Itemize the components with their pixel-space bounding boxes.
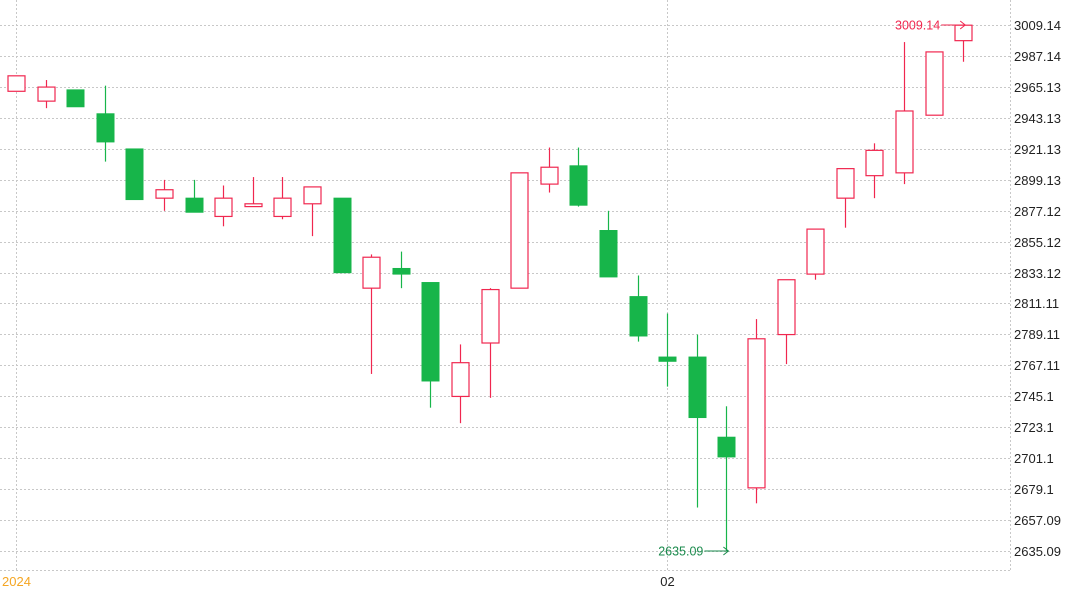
- x-tick-label: 2024: [2, 574, 31, 589]
- candle-body-up: [954, 24, 973, 42]
- annotation-arrow-head: [723, 546, 730, 556]
- annotation-arrow-head: [959, 20, 967, 30]
- candle: [777, 279, 796, 365]
- candle-body-up: [747, 338, 766, 489]
- candle: [362, 254, 381, 374]
- candle-body-down: [66, 89, 85, 108]
- candle-body-up: [540, 166, 559, 185]
- candle-body-down: [717, 436, 736, 458]
- candle: [451, 344, 470, 424]
- candle: [865, 143, 884, 199]
- y-tick-label: 2855.12: [1014, 235, 1061, 250]
- candle: [155, 179, 174, 211]
- candle: [895, 42, 914, 185]
- candle: [540, 147, 559, 193]
- grid-layer: [0, 0, 1011, 571]
- candle-body-down: [569, 165, 588, 206]
- y-tick-label: 2987.14: [1014, 49, 1061, 64]
- annotation-layer: 3009.14 2635.09: [658, 19, 967, 559]
- candle: [66, 89, 85, 108]
- y-axis: 3009.14 2987.14 2965.13 2943.13 2921.13 2899.…: [1014, 18, 1061, 559]
- candle-body-up: [244, 203, 263, 208]
- candle: [7, 75, 26, 92]
- candle: [303, 186, 322, 237]
- candle: [658, 313, 677, 387]
- candle: [925, 51, 944, 116]
- y-tick-label: 2701.1: [1014, 451, 1054, 466]
- candle-body-up: [865, 149, 884, 177]
- candle: [629, 275, 648, 342]
- candle: [569, 147, 588, 207]
- candle: [421, 282, 440, 408]
- y-tick-label: 2635.09: [1014, 544, 1061, 559]
- y-tick-label: 2745.1: [1014, 389, 1054, 404]
- candle-body-down: [421, 282, 440, 382]
- candle: [273, 177, 292, 220]
- candle-body-up: [510, 172, 529, 289]
- candle-body-up: [214, 197, 233, 218]
- candle: [185, 179, 204, 213]
- y-tick-label: 2657.09: [1014, 513, 1061, 528]
- candle: [717, 406, 736, 552]
- extreme-annotation: 3009.14: [895, 19, 967, 33]
- y-tick-label: 2965.13: [1014, 80, 1061, 95]
- x-axis: 2024 02: [2, 574, 675, 589]
- candle: [333, 197, 352, 274]
- y-tick-label: 2811.11: [1014, 296, 1059, 311]
- candle-body-up: [362, 256, 381, 289]
- y-tick-label: 2679.1: [1014, 482, 1054, 497]
- candle: [510, 172, 529, 289]
- candle: [806, 228, 825, 280]
- candle-body-down: [688, 356, 707, 419]
- candle-body-up: [303, 186, 322, 205]
- extreme-annotation: 2635.09: [658, 545, 730, 559]
- candle-body-down: [96, 113, 115, 143]
- candle: [688, 334, 707, 508]
- y-tick-label: 2943.13: [1014, 111, 1061, 126]
- y-tick-label: 2833.12: [1014, 266, 1061, 281]
- candle: [214, 185, 233, 227]
- candle-body-up: [806, 228, 825, 275]
- candle: [96, 85, 115, 162]
- candle-body-up: [451, 362, 470, 398]
- candle-body-down: [125, 148, 144, 201]
- candle-body-up: [155, 189, 174, 199]
- candle-body-up: [273, 197, 292, 218]
- candle-body-up: [7, 75, 26, 92]
- candle-body-down: [658, 356, 677, 362]
- candle: [392, 251, 411, 289]
- candle-body-up: [836, 168, 855, 199]
- annotation-label: 3009.14: [895, 19, 940, 33]
- candle-body-down: [392, 267, 411, 275]
- candle-body-up: [481, 288, 500, 344]
- candle-body-up: [37, 86, 56, 102]
- candle-body-down: [185, 197, 204, 213]
- candle-body-up: [777, 279, 796, 336]
- candle: [836, 168, 855, 228]
- candle: [244, 177, 263, 208]
- candle: [37, 80, 56, 109]
- y-tick-label: 2877.12: [1014, 204, 1061, 219]
- candle-body-down: [333, 197, 352, 274]
- y-tick-label: 2789.11: [1014, 327, 1060, 342]
- annotation-label: 2635.09: [658, 545, 703, 559]
- x-tick-label: 02: [660, 574, 674, 589]
- candle: [599, 210, 618, 278]
- candle-layer: [7, 24, 973, 552]
- y-tick-label: 2767.11: [1014, 358, 1060, 373]
- y-tick-label: 3009.14: [1014, 18, 1061, 33]
- candle: [747, 319, 766, 504]
- candle: [481, 288, 500, 398]
- candle: [125, 148, 144, 201]
- y-tick-label: 2921.13: [1014, 142, 1061, 157]
- candle-body-down: [599, 230, 618, 278]
- y-tick-label: 2723.1: [1014, 420, 1054, 435]
- candle-body-up: [895, 110, 914, 174]
- candle-body-up: [925, 51, 944, 116]
- y-tick-label: 2899.13: [1014, 173, 1061, 188]
- candle-body-down: [629, 296, 648, 337]
